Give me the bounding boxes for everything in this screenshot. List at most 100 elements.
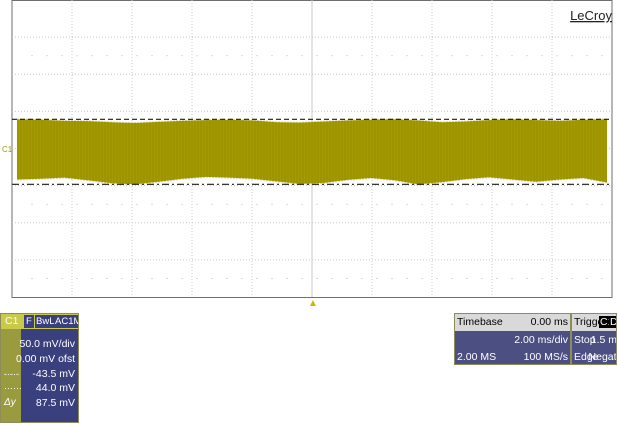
grid-tick: [601, 55, 603, 57]
grid-tick: [301, 203, 303, 205]
grid-tick: [166, 55, 168, 57]
grid-tick: [541, 277, 543, 279]
flag-filter: F: [24, 315, 34, 328]
grid-tick: [376, 277, 378, 279]
grid-tick: [571, 203, 573, 205]
grid-tick: [391, 55, 393, 57]
grid-tick: [61, 55, 63, 57]
delta-value: 87.5 mV: [35, 397, 75, 409]
grid-tick: [166, 277, 168, 279]
grid-tick: [526, 203, 528, 205]
grid-tick: [76, 203, 78, 205]
grid-tick: [316, 55, 318, 57]
trigger-slope: Negative: [588, 351, 617, 363]
trigger-position-marker[interactable]: ▲: [308, 298, 318, 309]
grid-tick: [301, 277, 303, 279]
grid-tick: [481, 55, 483, 57]
grid-tick: [586, 203, 588, 205]
grid-tick: [256, 277, 258, 279]
grid-tick: [511, 55, 513, 57]
grid-tick: [496, 55, 498, 57]
grid-tick: [346, 203, 348, 205]
grid-tick: [451, 55, 453, 57]
grid-tick: [526, 55, 528, 57]
channel-c1-descriptor[interactable]: C1 F BwL AC1M 50.0 mV/div 0.00 mV ofst -…: [0, 313, 79, 423]
lecroy-logo: LeCroy: [570, 8, 612, 23]
grid-tick: [76, 277, 78, 279]
grid-tick: [361, 203, 363, 205]
grid-tick: [241, 203, 243, 205]
grid-tick: [196, 55, 198, 57]
grid-tick: [91, 203, 93, 205]
grid-tick: [211, 277, 213, 279]
cursors[interactable]: [12, 118, 612, 185]
grid-tick: [121, 55, 123, 57]
grid-tick: [31, 203, 33, 205]
grid-tick: [391, 203, 393, 205]
grid-tick: [226, 203, 228, 205]
grid-tick: [376, 55, 378, 57]
grid-tick: [286, 203, 288, 205]
grid-tick: [406, 55, 408, 57]
timebase-per-div: 2.00 ms/div: [514, 334, 568, 346]
trigger-label: Trigger: [574, 316, 607, 328]
grid-tick: [406, 203, 408, 205]
grid-tick: [61, 277, 63, 279]
grid-tick: [241, 55, 243, 57]
cursor2-value: 44.0 mV: [35, 382, 75, 394]
grid-tick: [496, 203, 498, 205]
grid-tick: [511, 203, 513, 205]
grid-tick: [451, 277, 453, 279]
grid-tick: [151, 55, 153, 57]
timebase-descriptor[interactable]: Timebase 0.00 ms 2.00 ms/div 2.00 MS 100…: [454, 313, 571, 365]
timebase-rate: 100 MS/s: [523, 351, 568, 363]
grid-tick: [316, 203, 318, 205]
grid-tick: [421, 55, 423, 57]
c1-trace: [17, 118, 607, 186]
channel-descriptor-header: C1 F BwL AC1M: [1, 314, 78, 329]
grid-tick: [601, 203, 603, 205]
grid-tick: [421, 277, 423, 279]
volts-per-div: 50.0 mV/div: [19, 338, 75, 350]
grid-tick: [226, 55, 228, 57]
grid-tick: [331, 55, 333, 57]
grid-tick: [181, 55, 183, 57]
descriptor-gutter: [1, 329, 21, 422]
dash-dot-cursor-icon: -·-·-: [4, 369, 19, 379]
grid-tick: [556, 277, 558, 279]
grid-tick: [121, 203, 123, 205]
grid-tick: [496, 277, 498, 279]
grid-tick: [331, 277, 333, 279]
grid-tick: [271, 277, 273, 279]
grid-tick: [361, 277, 363, 279]
grid-tick: [226, 277, 228, 279]
grid-tick: [601, 277, 603, 279]
grid-tick: [181, 203, 183, 205]
grid-tick: [391, 277, 393, 279]
grid-tick: [271, 203, 273, 205]
timebase-samples: 2.00 MS: [457, 351, 497, 363]
grid-tick: [106, 55, 108, 57]
trigger-type: Edge: [574, 351, 599, 363]
timebase-label: Timebase: [457, 316, 503, 328]
grid-tick: [481, 277, 483, 279]
grid-tick: [76, 55, 78, 57]
grid-tick: [436, 203, 438, 205]
grid-tick: [286, 55, 288, 57]
grid-tick: [586, 55, 588, 57]
grid-tick: [31, 277, 33, 279]
channel-c1-marker[interactable]: C1: [2, 145, 13, 154]
trigger-descriptor[interactable]: Trigger C1 DC Stop 1.5 mV Edge Negative: [571, 313, 617, 365]
grid-tick: [511, 277, 513, 279]
grid-tick: [301, 55, 303, 57]
trigger-mode: Stop: [574, 334, 596, 346]
grid-tick: [61, 203, 63, 205]
grid-tick: [481, 203, 483, 205]
grid-tick: [421, 203, 423, 205]
grid-tick: [361, 55, 363, 57]
grid-tick: [526, 277, 528, 279]
waveform-display[interactable]: LeCroy C1 ▲: [0, 0, 617, 310]
grid-tick: [106, 203, 108, 205]
grid-tick: [166, 203, 168, 205]
